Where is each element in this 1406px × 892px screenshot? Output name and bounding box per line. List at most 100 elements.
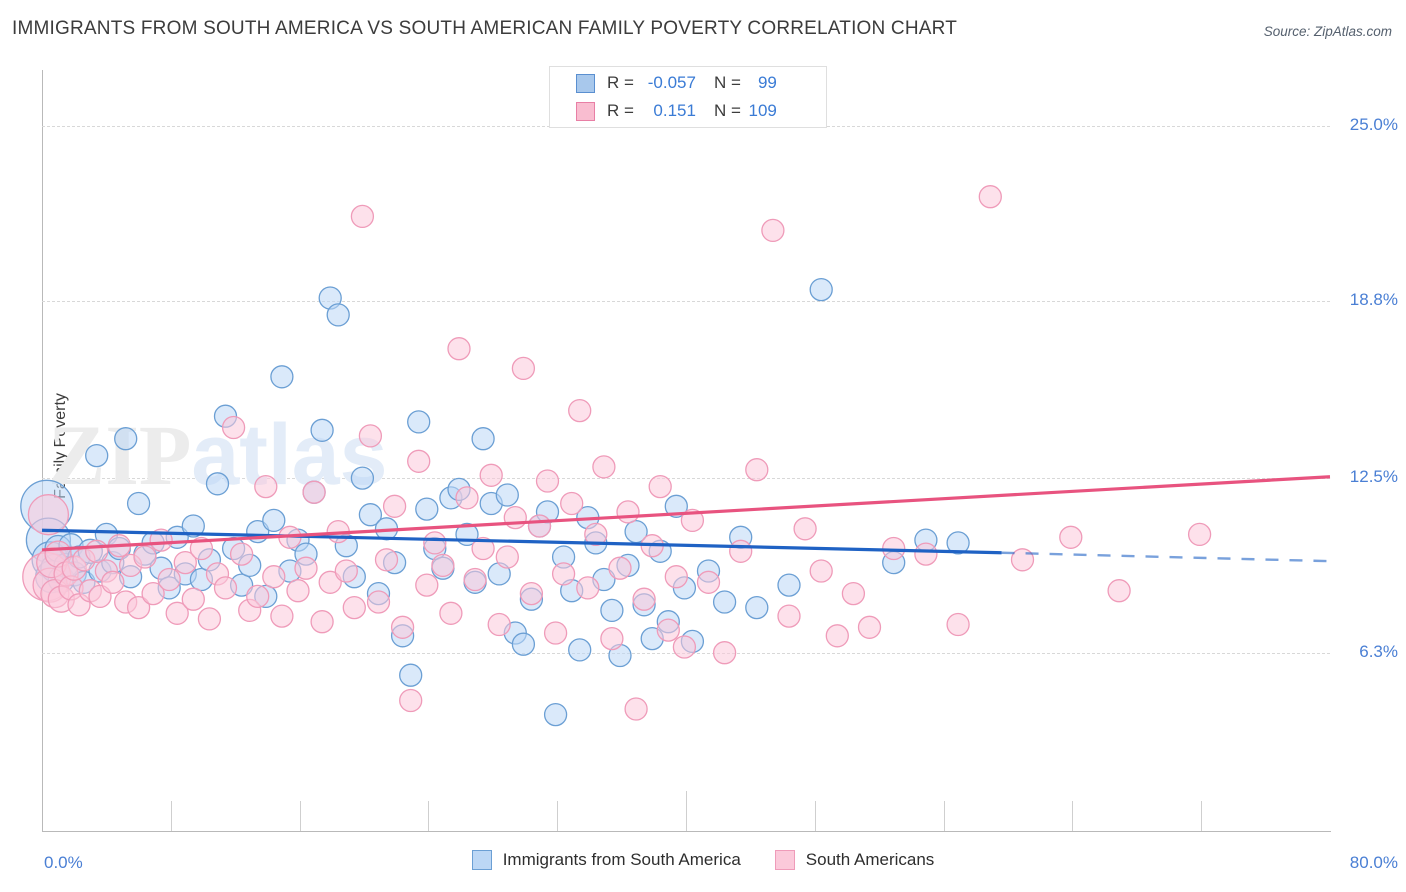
scatter-point: [745, 458, 769, 482]
y-axis-tick-label: 18.8%: [1349, 289, 1398, 309]
series-swatch-pink: [576, 101, 595, 121]
x-axis-tick: [428, 801, 430, 831]
x-axis-tick: [299, 801, 301, 831]
gridline: [42, 300, 1330, 302]
axis-left: [42, 70, 43, 832]
scatter-point: [809, 559, 833, 583]
legend-item-south-americans[interactable]: South Americans: [774, 850, 935, 870]
scatter-point: [535, 469, 560, 493]
scatter-point: [229, 542, 254, 566]
x-axis-tick: [943, 801, 945, 831]
legend-label-immigrants: Immigrants from South America: [502, 850, 741, 869]
x-axis-tick: [1201, 801, 1203, 831]
scatter-point: [551, 562, 576, 586]
scatter-point: [254, 474, 278, 499]
r-value-blue: -0.057: [647, 73, 696, 92]
scatter-point: [495, 483, 519, 507]
source-label: Source: ZipAtlas.com: [1263, 24, 1392, 39]
legend-item-immigrants[interactable]: Immigrants from South America: [471, 850, 741, 870]
series-swatch-blue: [576, 73, 595, 93]
x-axis-tick: [686, 791, 687, 831]
scatter-point: [439, 601, 463, 625]
scatter-point: [511, 356, 536, 381]
scatter-point: [366, 590, 391, 614]
trend-line: [41, 475, 1331, 552]
gridline: [42, 478, 1330, 480]
scatter-point: [27, 494, 70, 536]
trend-line: [41, 528, 1002, 555]
scatter-point: [213, 576, 238, 600]
scatter-point: [431, 553, 455, 578]
n-label-blue: N =: [713, 73, 741, 92]
scatter-point: [712, 641, 737, 665]
scatter-point: [584, 522, 608, 547]
scatter-point: [761, 218, 785, 243]
scatter-point: [189, 536, 214, 561]
scatter-point: [519, 581, 544, 606]
scatter-point: [1107, 579, 1131, 603]
scatter-point: [1059, 525, 1083, 549]
scatter-point: [350, 204, 375, 229]
scatter-point: [455, 486, 479, 510]
scatter-point: [543, 702, 568, 727]
scatter-point: [841, 581, 866, 606]
scatter-point: [648, 474, 672, 499]
y-axis-tick-label: 6.3%: [1359, 641, 1398, 661]
scatter-point: [656, 618, 680, 642]
trend-line-extrapolated: [1001, 551, 1331, 563]
chart-legend: Immigrants from South America South Amer…: [0, 850, 1406, 870]
scatter-point: [374, 548, 399, 572]
scatter-point: [777, 604, 801, 628]
scatter-point: [568, 638, 592, 662]
page-title: IMMIGRANTS FROM SOUTH AMERICA VS SOUTH A…: [12, 18, 958, 39]
scatter-point: [664, 494, 688, 518]
scatter-point: [745, 595, 769, 620]
scatter-point: [197, 607, 222, 631]
scatter-point: [608, 556, 632, 580]
scatter-point: [568, 398, 592, 423]
scatter-point: [205, 472, 230, 496]
scatter-point: [664, 565, 688, 589]
scatter-point: [946, 531, 970, 555]
r-label-pink: R =: [607, 101, 634, 120]
scatter-point: [302, 480, 326, 504]
scatter-point: [286, 579, 310, 603]
x-axis-tick: [557, 801, 559, 831]
scatter-point: [310, 610, 334, 634]
scatter-point: [632, 587, 656, 611]
scatter-point: [914, 542, 938, 566]
scatter-point: [511, 632, 536, 656]
scatter-point: [696, 570, 721, 594]
scatter-point: [447, 337, 471, 361]
scatter-point: [560, 491, 584, 516]
scatter-point: [318, 570, 342, 594]
scatter-point: [350, 466, 375, 490]
n-value-pink: 109: [748, 101, 777, 120]
scatter-point: [471, 536, 495, 561]
x-axis-tick: [1072, 801, 1074, 831]
x-axis-tick: [814, 801, 816, 831]
stat-row-blue: R = -0.057 N = 99: [550, 69, 826, 97]
stat-row-pink: R = 0.151 N = 109: [550, 97, 826, 125]
scatter-point: [326, 303, 350, 327]
scatter-point: [310, 418, 334, 442]
scatter-point: [101, 570, 125, 594]
scatter-point: [576, 576, 600, 600]
scatter-point: [114, 427, 138, 451]
scatter-point: [399, 688, 423, 713]
x-axis-tick: [170, 801, 172, 831]
scatter-point: [133, 545, 157, 569]
axis-bottom: [42, 831, 1331, 832]
scatter-point: [777, 573, 801, 597]
scatter-point: [358, 503, 383, 527]
scatter-point: [246, 584, 270, 609]
scatter-point: [221, 415, 246, 440]
n-value-blue: 99: [757, 73, 777, 92]
scatter-point: [600, 598, 624, 623]
scatter-point: [543, 621, 568, 645]
scatter-point: [126, 595, 151, 620]
legend-label-south-americans: South Americans: [805, 850, 935, 869]
scatter-point: [423, 531, 447, 555]
scatter-point: [126, 491, 151, 516]
scatter-point: [270, 365, 294, 389]
